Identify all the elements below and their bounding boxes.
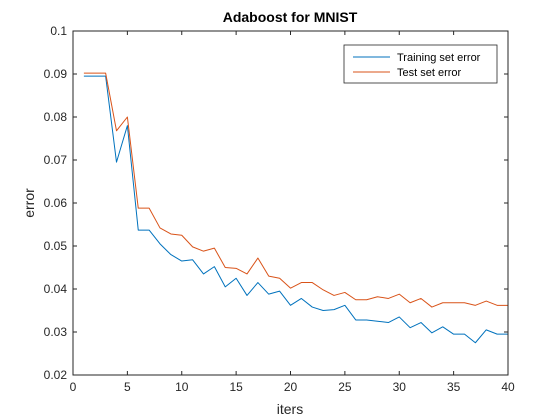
- training-error-line: [83, 75, 508, 344]
- x-axis-label: iters: [277, 401, 303, 417]
- axes-box: [72, 30, 509, 376]
- y-axis-label: error: [21, 188, 37, 218]
- y-tick-label: 0.07: [44, 153, 68, 167]
- chart-title: Adaboost for MNIST: [223, 9, 358, 25]
- x-tick-label: 15: [229, 380, 243, 394]
- y-tick-label: 0.09: [44, 67, 68, 81]
- legend-label-training: Training set error: [397, 52, 481, 64]
- plot-area: [73, 31, 508, 375]
- x-tick-label: 0: [70, 380, 77, 394]
- x-axis-ticks: 0 5 10 15 20 25 30 35 40: [70, 31, 515, 394]
- x-tick-label: 35: [447, 380, 461, 394]
- y-tick-label: 0.1: [50, 24, 67, 38]
- x-tick-label: 10: [175, 380, 189, 394]
- x-tick-label: 5: [124, 380, 131, 394]
- legend-box: [343, 44, 498, 84]
- legend-label-test: Test set error: [397, 67, 462, 79]
- test-error-line: [83, 72, 508, 308]
- y-tick-label: 0.03: [44, 325, 68, 339]
- y-tick-label: 0.08: [44, 110, 68, 124]
- y-tick-label: 0.04: [44, 282, 68, 296]
- x-tick-label: 25: [338, 380, 352, 394]
- y-tick-label: 0.06: [44, 196, 68, 210]
- series-lines: [83, 72, 508, 344]
- y-tick-label: 0.02: [44, 368, 68, 382]
- y-tick-label: 0.05: [44, 239, 68, 253]
- y-axis-ticks: 0.02 0.03 0.04 0.05 0.06 0.07 0.08 0.09 0.1: [44, 24, 508, 382]
- x-tick-label: 20: [284, 380, 298, 394]
- x-tick-label: 30: [393, 380, 407, 394]
- legend: Training set error Test set error: [343, 44, 498, 84]
- x-tick-label: 40: [501, 380, 515, 394]
